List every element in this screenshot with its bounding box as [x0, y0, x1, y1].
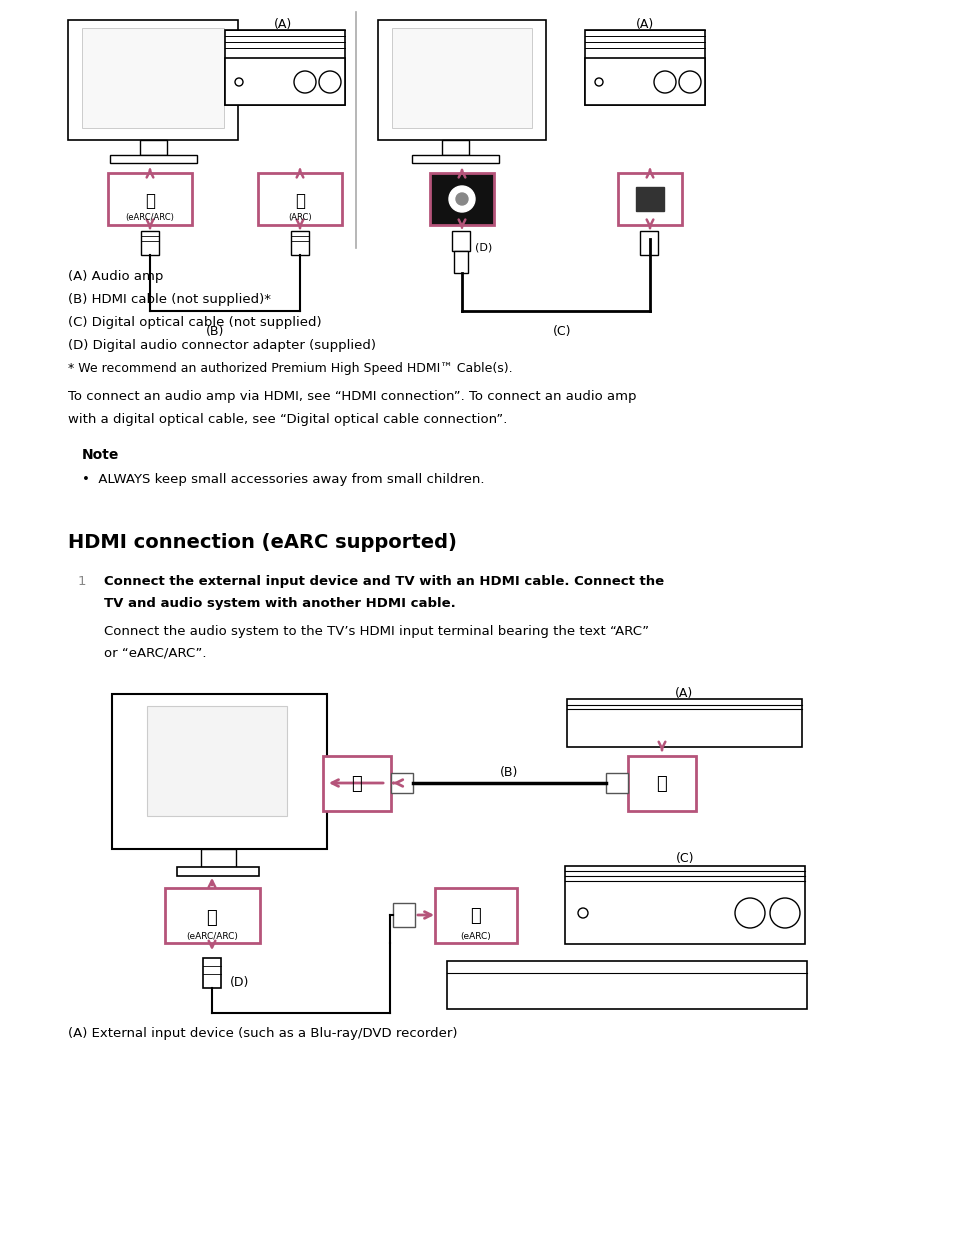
Circle shape [734, 898, 764, 927]
Bar [201, 848, 235, 867]
Bar [639, 231, 658, 254]
Text: * We recommend an authorized Premium High Speed HDMI™ Cable(s).: * We recommend an authorized Premium Hig… [68, 362, 512, 375]
Bar [566, 699, 801, 747]
Text: (C) Digital optical cable (not supplied): (C) Digital optical cable (not supplied) [68, 316, 321, 329]
Bar [584, 30, 704, 105]
Text: (C): (C) [675, 852, 694, 864]
Text: Note: Note [82, 448, 119, 462]
Text: (eARC/ARC): (eARC/ARC) [186, 932, 237, 941]
Text: (A): (A) [636, 19, 654, 31]
Bar [627, 756, 696, 811]
Bar [430, 173, 494, 225]
Text: HDMI connection (eARC supported): HDMI connection (eARC supported) [68, 534, 456, 552]
Bar [391, 773, 413, 793]
Text: •  ALWAYS keep small accessories away from small children.: • ALWAYS keep small accessories away fro… [82, 473, 484, 487]
Bar [147, 706, 287, 816]
Text: (A) External input device (such as a Blu-ray/DVD recorder): (A) External input device (such as a Blu… [68, 1028, 457, 1040]
Text: (D) Digital audio connector adapter (supplied): (D) Digital audio connector adapter (sup… [68, 338, 375, 352]
Circle shape [679, 70, 700, 93]
Bar [225, 30, 345, 105]
Text: (A) Audio amp: (A) Audio amp [68, 270, 163, 283]
Text: ⏚: ⏚ [294, 191, 305, 210]
Text: (A): (A) [674, 687, 693, 700]
Text: ⏚: ⏚ [470, 906, 481, 925]
Text: ⏚: ⏚ [207, 909, 217, 927]
Text: (B): (B) [499, 766, 517, 779]
Text: (eARC/ARC): (eARC/ARC) [126, 212, 174, 222]
Circle shape [318, 70, 340, 93]
Circle shape [456, 193, 468, 205]
Text: (C): (C) [552, 325, 571, 338]
Text: (B): (B) [206, 325, 224, 338]
Bar [584, 58, 704, 105]
Text: ⏚: ⏚ [145, 191, 154, 210]
Bar [323, 756, 391, 811]
Bar [257, 173, 341, 225]
Bar [82, 28, 224, 128]
Bar [291, 231, 309, 254]
Circle shape [449, 186, 475, 212]
Circle shape [578, 908, 587, 918]
Bar [435, 888, 517, 944]
Circle shape [654, 70, 676, 93]
Bar [392, 28, 532, 128]
Text: with a digital optical cable, see “Digital optical cable connection”.: with a digital optical cable, see “Digit… [68, 412, 507, 426]
Text: TV and audio system with another HDMI cable.: TV and audio system with another HDMI ca… [104, 597, 456, 610]
Bar [110, 156, 196, 163]
Text: (D): (D) [475, 243, 492, 253]
Text: 1: 1 [78, 576, 87, 588]
Text: (D): (D) [230, 976, 249, 989]
Bar [177, 867, 258, 876]
Text: ⏚: ⏚ [656, 776, 667, 793]
Text: (ARC): (ARC) [288, 212, 312, 222]
Text: To connect an audio amp via HDMI, see “HDMI connection”. To connect an audio amp: To connect an audio amp via HDMI, see “H… [68, 390, 636, 403]
Bar [203, 958, 221, 988]
Text: ⏚: ⏚ [352, 776, 362, 793]
Bar [441, 140, 469, 156]
Bar [377, 20, 545, 140]
Bar [112, 694, 327, 848]
Circle shape [234, 78, 243, 86]
Bar [454, 251, 468, 273]
Bar [618, 173, 681, 225]
Bar [636, 186, 663, 211]
Text: Connect the external input device and TV with an HDMI cable. Connect the: Connect the external input device and TV… [104, 576, 663, 588]
Circle shape [769, 898, 800, 927]
Bar [564, 866, 804, 944]
Bar [225, 58, 345, 105]
Bar [447, 961, 806, 1009]
Text: (eARC): (eARC) [460, 932, 491, 941]
Bar [393, 903, 415, 927]
Circle shape [294, 70, 315, 93]
Text: Connect the audio system to the TV’s HDMI input terminal bearing the text “ARC”: Connect the audio system to the TV’s HDM… [104, 625, 648, 638]
Text: (B) HDMI cable (not supplied)*: (B) HDMI cable (not supplied)* [68, 293, 271, 306]
Bar [412, 156, 498, 163]
Bar [140, 140, 167, 156]
Bar [165, 888, 260, 944]
Bar [452, 231, 470, 251]
Bar [605, 773, 627, 793]
Text: or “eARC/ARC”.: or “eARC/ARC”. [104, 647, 206, 659]
Text: (A): (A) [274, 19, 292, 31]
Bar [141, 231, 159, 254]
Bar [108, 173, 192, 225]
Bar [68, 20, 237, 140]
Circle shape [595, 78, 602, 86]
